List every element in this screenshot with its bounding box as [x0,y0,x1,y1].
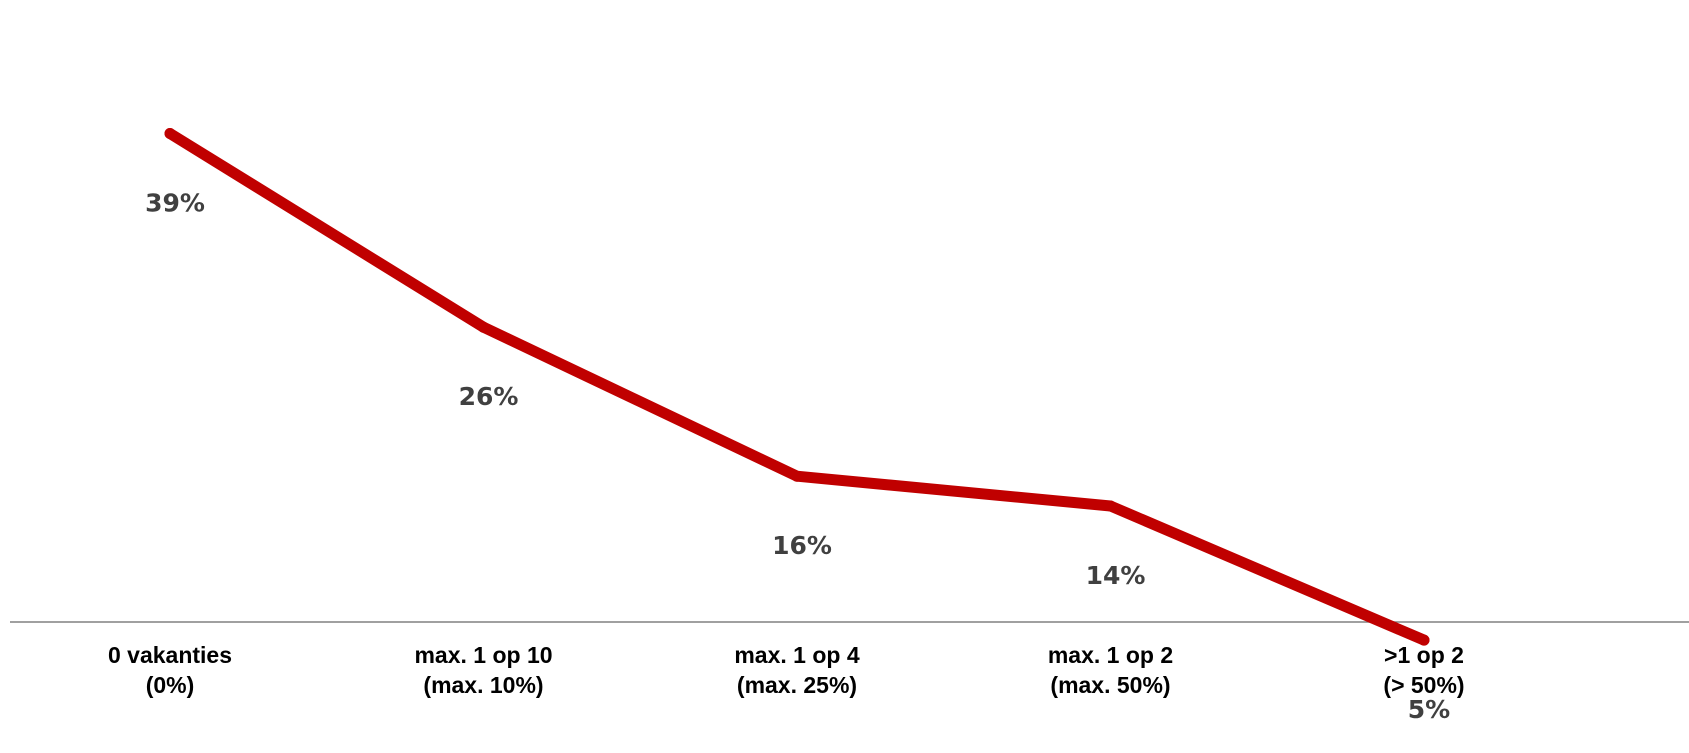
x-tick-label: 0 vakanties (0%) [108,642,232,698]
x-tick-label: max. 1 op 2 (max. 50%) [1048,642,1173,698]
data-label: 26% [459,382,519,411]
x-tick-label-subline: (> 50%) [1383,672,1464,698]
x-tick-label: max. 1 op 4 (max. 25%) [734,642,859,698]
series-line [164,128,1430,646]
data-label: 16% [772,531,832,560]
data-point [164,128,176,139]
x-tick-label-subline: (0%) [146,672,195,698]
data-label: 14% [1086,561,1146,590]
data-point [478,321,489,333]
x-tick-label-line: max. 1 op 2 [1048,642,1173,668]
x-tick-label: max. 1 op 10 (max. 10%) [414,642,552,698]
x-tick-label-line: >1 op 2 [1384,642,1464,668]
x-tick-label-line: 0 vakanties [108,642,232,668]
x-tick-label-subline: (max. 25%) [737,672,857,698]
data-label: 5% [1408,695,1450,724]
x-tick-label: >1 op 2 (> 50%) [1383,642,1464,698]
x-tick-label-line: max. 1 op 4 [734,642,859,668]
data-point [1105,500,1116,512]
data-point [1418,634,1430,646]
x-tick-label-line: max. 1 op 10 [414,642,552,668]
series-layer [164,128,1430,646]
data-label: 39% [145,189,205,218]
x-tick-label-subline: (max. 50%) [1050,672,1170,698]
data-labels: 39% 26% 16% 14% 5% [145,189,1450,725]
x-axis-tick-labels: 0 vakanties (0%)max. 1 op 10 (max. 10%)max… [108,642,1465,698]
data-point [791,470,803,482]
x-tick-label-subline: (max. 10%) [423,672,543,698]
